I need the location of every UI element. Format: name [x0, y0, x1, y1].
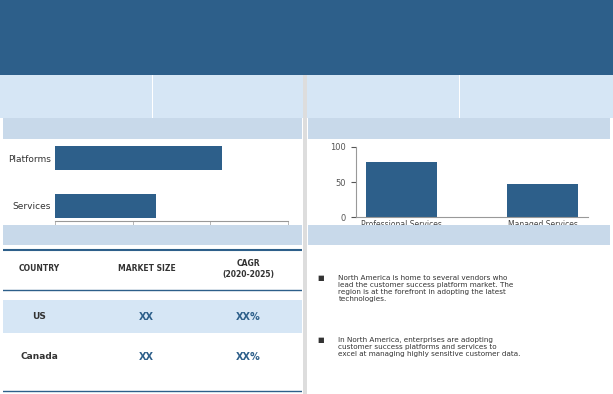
Text: ■: ■ [318, 275, 324, 281]
Text: MARKET SIZE: MARKET SIZE [118, 264, 175, 273]
Bar [3, 300, 302, 333]
Text: CAGR (2020-2025): CAGR (2020-2025) [41, 102, 112, 111]
Text: COUNTRY: COUNTRY [18, 264, 59, 273]
Text: XX%: XX% [236, 312, 261, 322]
Text: CAGR
(2020-2025): CAGR (2020-2025) [223, 259, 275, 279]
Bar [55, 146, 222, 170]
Text: US: US [32, 312, 46, 321]
Text: Canada: Canada [20, 352, 58, 361]
Text: BY COMPONENT, 2020 (USD MILLION): BY COMPONENT, 2020 (USD MILLION) [65, 124, 240, 133]
Text: ■: ■ [318, 337, 324, 344]
Text: NORTH AMERICA: NORTH AMERICA [25, 23, 297, 52]
Text: XX%: XX% [236, 352, 261, 362]
Bar [55, 194, 156, 218]
Text: USD XXMillion: USD XXMillion [191, 83, 269, 93]
Bar [366, 162, 436, 217]
Text: In North America, enterprises are adopting
customer success platforms and servic: In North America, enterprises are adopti… [338, 337, 521, 357]
Bar [3, 340, 302, 373]
Text: Canada: Canada [363, 83, 403, 93]
Text: XX: XX [139, 312, 154, 322]
Text: XX%: XX% [64, 83, 89, 93]
Text: Share of the region in
the global market: Share of the region in the global market [495, 97, 578, 116]
Text: XX: XX [139, 352, 154, 362]
FancyBboxPatch shape [490, 7, 601, 67]
Text: BY COUNTRY, 2020 (USD MILLION): BY COUNTRY, 2020 (USD MILLION) [73, 231, 232, 240]
Text: Market Size (2020): Market Size (2020) [194, 102, 266, 111]
Text: N.AM: N.AM [536, 33, 555, 39]
Text: BY SERVICE, 2020 (USD MILLION): BY SERVICE, 2020 (USD MILLION) [381, 124, 537, 133]
Text: Faster-growing country in
the region: Faster-growing country in the region [334, 97, 432, 116]
Text: XX%: XX% [524, 83, 549, 93]
Text: FACTORS DRIVING  MARKET GROWTH IN NORTH AMERICA: FACTORS DRIVING MARKET GROWTH IN NORTH A… [343, 232, 576, 238]
Text: North America is home to several vendors who
lead the customer success platform : North America is home to several vendors… [338, 275, 514, 302]
Bar [508, 184, 578, 217]
